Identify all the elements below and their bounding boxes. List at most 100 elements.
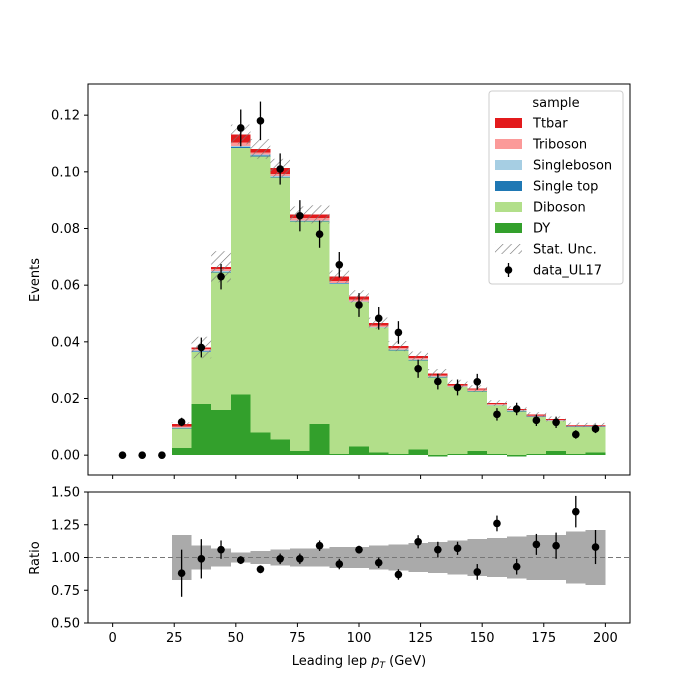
bar-dy-10: [368, 452, 389, 456]
legend-swatch-single-top: [495, 181, 522, 191]
bar-diboson-21: [585, 426, 606, 453]
legend-swatch-dy: [495, 223, 522, 233]
data-point-11: [335, 260, 344, 269]
ratio-y-tick-label-2: 1.00: [51, 551, 80, 566]
bar-diboson-10: [368, 327, 389, 453]
ratio-point-18: [532, 540, 541, 549]
bar-diboson-0: [171, 428, 192, 449]
bar-dy-7: [309, 424, 330, 456]
ratio-y-axis-label: Ratio: [28, 541, 43, 574]
x-tick-label-4: 100: [347, 631, 372, 646]
legend-label-data: data_UL17: [533, 264, 602, 279]
bar-diboson-1: [191, 351, 212, 405]
data-point-18: [473, 377, 482, 386]
bar-diboson-9: [349, 302, 369, 447]
bar-dy-21: [585, 452, 606, 456]
ratio-point-16: [493, 519, 501, 528]
bar-diboson-7: [309, 221, 330, 424]
ratio-point-20: [572, 507, 580, 516]
main-y-tick-label-1: 0.02: [51, 392, 80, 407]
bar-diboson-17: [506, 411, 527, 456]
ratio-point-11: [394, 570, 403, 579]
ratio-y-tick-label-1: 0.75: [51, 584, 80, 599]
legend: sample Ttbar Triboson Singleboson Single to…: [488, 90, 624, 285]
x-tick-label-6: 150: [470, 631, 495, 646]
ratio-point-9: [355, 545, 363, 554]
ratio-point-5: [276, 555, 284, 563]
bar-dy-17: [506, 455, 527, 457]
legend-swatch-diboson: [495, 202, 522, 212]
legend-label-dy: DY: [533, 222, 550, 237]
bar-dy-14: [447, 453, 468, 456]
data-point-2: [158, 451, 166, 459]
stat-unc-hatch-16: [487, 400, 507, 406]
data-point-4: [197, 343, 206, 352]
main-y-tick-label-5: 0.10: [51, 165, 80, 180]
ratio-point-10: [374, 558, 383, 567]
bar-dy-2: [211, 409, 231, 456]
legend-items: Ttbar Triboson Singleboson Single top Diboso…: [495, 117, 612, 279]
ratio-point-0: [177, 569, 186, 578]
stat-unc-hatch-4: [250, 138, 271, 159]
bar-dy-16: [487, 453, 507, 456]
bar-diboson-8: [329, 283, 350, 454]
main-y-tick-label-4: 0.08: [51, 222, 80, 237]
data-point-20: [512, 405, 521, 413]
x-tick-label-8: 200: [593, 631, 618, 646]
ratio-plot-area: [88, 495, 630, 597]
bar-diboson-6: [290, 221, 310, 451]
ratio-point-17: [512, 562, 521, 571]
ratio-y-tick-label-0: 0.50: [51, 617, 80, 632]
ratio-point-14: [453, 544, 462, 553]
bar-diboson-18: [526, 416, 547, 454]
ratio-panel: 0.50 0.75 1.00 1.25 1.50 0 25 50 75 100 125 150 175…: [28, 486, 631, 671]
ratio-point-12: [414, 537, 422, 546]
legend-swatch-stat-unc: [495, 244, 522, 254]
legend-swatch-ttbar: [495, 118, 522, 128]
bar-dy-1: [191, 404, 212, 456]
data-point-15: [414, 364, 422, 373]
data-point-23: [572, 430, 580, 439]
bar-dy-19: [546, 450, 566, 456]
data-point-22: [552, 418, 560, 427]
x-tick-label-7: 175: [531, 631, 556, 646]
legend-label-triboson: Triboson: [532, 138, 587, 153]
legend-label-stat-unc: Stat. Unc.: [533, 243, 597, 258]
legend-frame: [488, 90, 624, 285]
ratio-unc-band-20: [565, 531, 586, 584]
data-point-1: [138, 451, 146, 459]
data-point-0: [118, 451, 127, 459]
main-panel: 0.00 0.02 0.04 0.06 0.08 0.10 0.12 Events samp…: [28, 83, 631, 479]
stat-unc-hatch-11: [388, 340, 409, 352]
bar-diboson-13: [427, 377, 448, 456]
bar-dy-18: [526, 453, 547, 456]
ratio-point-13: [434, 545, 442, 554]
bar-dy-6: [290, 450, 310, 456]
bar-dy-13: [427, 455, 448, 457]
data-point-14: [394, 328, 403, 337]
bar-singleboson-0: [171, 427, 192, 428]
ratio-point-7: [315, 541, 324, 550]
legend-title: sample: [532, 96, 579, 111]
main-y-axis-label: Events: [28, 258, 43, 302]
legend-data-marker: [504, 266, 513, 274]
bar-dy-8: [329, 453, 350, 456]
data-point-9: [296, 211, 304, 220]
x-axis-label: Leading lep pT (GeV): [292, 654, 426, 671]
data-point-13: [374, 314, 383, 323]
bar-dy-11: [388, 453, 409, 456]
ratio-point-1: [197, 555, 206, 563]
bar-diboson-20: [565, 426, 586, 454]
ratio-point-3: [236, 556, 245, 564]
ratio-point-4: [256, 565, 265, 574]
bar-diboson-5: [270, 177, 291, 440]
stat-unc-hatch-12: [408, 351, 428, 361]
ratio-x-axis: 0 25 50 75 100 125 150 175 200: [108, 623, 618, 646]
legend-label-singleboson: Singleboson: [533, 159, 612, 174]
stat-unc-hatch-7: [309, 205, 330, 224]
bar-diboson-12: [408, 360, 428, 450]
bar-dy-0: [171, 448, 192, 456]
main-y-axis: 0.00 0.02 0.04 0.06 0.08 0.10 0.12: [51, 109, 88, 464]
ratio-point-6: [296, 555, 304, 563]
